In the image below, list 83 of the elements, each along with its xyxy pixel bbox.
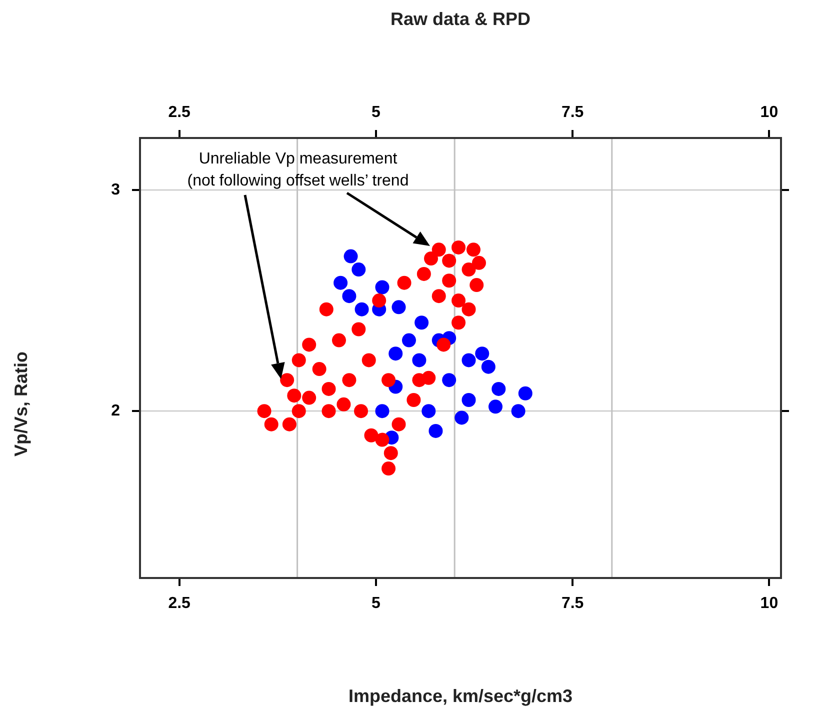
point — [466, 242, 480, 257]
point — [334, 276, 348, 290]
x2-tick-label: 10 — [760, 104, 778, 121]
point — [302, 338, 316, 352]
y-tick-label: 3 — [111, 181, 120, 198]
point — [412, 353, 426, 368]
point — [342, 373, 356, 388]
point — [454, 410, 469, 425]
point — [362, 353, 376, 368]
point — [384, 446, 398, 460]
point — [416, 266, 431, 281]
point — [436, 338, 451, 352]
point — [475, 346, 490, 361]
point — [388, 346, 403, 361]
y-axis-title: Vp/Vs, Ratio — [10, 351, 31, 457]
point — [511, 404, 526, 418]
x-axis-title: Impedance, km/sec*g/cm3 — [348, 686, 573, 706]
x2-tick-label: 7.5 — [561, 104, 584, 121]
point — [392, 417, 406, 432]
point — [342, 289, 356, 304]
x2-tick-label: 5 — [372, 104, 380, 121]
point — [287, 388, 302, 403]
point — [462, 302, 476, 316]
x-tick-label: 10 — [760, 595, 778, 612]
x-tick-label: 2.5 — [168, 595, 191, 612]
chart-title: Raw data & RPD — [390, 8, 531, 29]
point — [336, 397, 351, 412]
point — [481, 360, 496, 374]
point — [492, 382, 506, 396]
point — [280, 373, 294, 388]
point — [406, 393, 421, 408]
point — [432, 289, 446, 304]
point — [518, 386, 532, 400]
point — [312, 362, 326, 376]
point — [452, 240, 466, 254]
point — [422, 404, 436, 418]
point — [382, 373, 396, 388]
point — [472, 256, 486, 270]
point — [354, 404, 368, 418]
point — [452, 294, 466, 308]
point — [470, 278, 484, 292]
point — [392, 300, 406, 314]
point — [302, 390, 316, 405]
point — [257, 404, 272, 418]
point — [319, 302, 334, 316]
point — [402, 333, 416, 348]
point — [352, 262, 366, 277]
point — [352, 322, 366, 336]
point — [292, 404, 306, 418]
point — [375, 432, 390, 447]
point — [375, 280, 390, 294]
point — [344, 249, 358, 264]
point — [442, 274, 456, 288]
point — [322, 382, 336, 396]
point — [322, 404, 336, 418]
point — [462, 393, 476, 408]
point — [424, 252, 438, 266]
point — [332, 333, 346, 348]
point — [414, 316, 429, 330]
annotation: Unreliable Vp measurement — [198, 150, 398, 168]
point — [452, 316, 466, 330]
annotation: (not following offset wells’ trend — [187, 172, 409, 190]
point — [428, 424, 443, 438]
point — [382, 462, 396, 476]
point — [442, 254, 456, 268]
point — [432, 242, 446, 257]
point — [264, 417, 278, 432]
point — [354, 302, 369, 316]
x-tick-label: 5 — [372, 595, 380, 612]
x2-tick-label: 2.5 — [168, 104, 191, 121]
x-tick-label: 7.5 — [561, 595, 584, 612]
point — [364, 428, 378, 442]
point — [462, 353, 476, 368]
point — [375, 404, 390, 418]
y-tick-label: 2 — [111, 402, 120, 420]
point — [292, 353, 306, 368]
point — [488, 400, 502, 414]
point — [462, 262, 476, 277]
point — [412, 373, 426, 388]
point — [397, 276, 412, 290]
point — [372, 294, 386, 308]
point — [282, 417, 296, 432]
point — [442, 373, 456, 388]
